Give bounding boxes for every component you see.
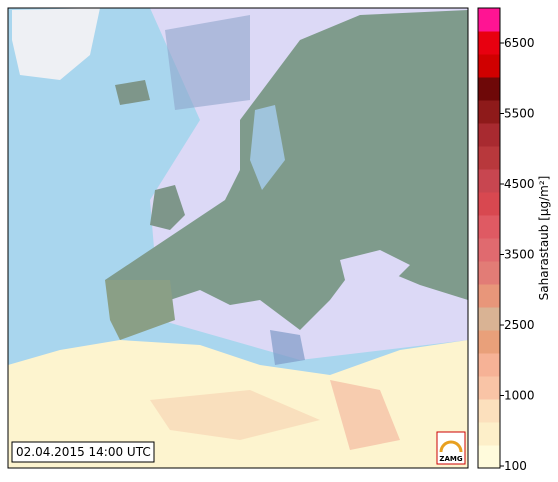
- dust-patch: [330, 380, 400, 450]
- colorbar-segment: [478, 77, 500, 101]
- colorbar: 100 1000 2500 3500 4500 5500 6500: [477, 7, 535, 473]
- colorbar-tick-label: 3500: [504, 248, 535, 262]
- colorbar-segment: [478, 261, 500, 285]
- logo-rainbow: [439, 440, 463, 453]
- iberia: [105, 280, 175, 340]
- haze-patch: [270, 330, 305, 365]
- colorbar-segment: [478, 353, 500, 377]
- colorbar-segment: [478, 284, 500, 308]
- colorbar-segment: [478, 307, 500, 331]
- dust-patch: [150, 390, 320, 440]
- colorbar-segment: [478, 422, 500, 446]
- colorbar-segment: [478, 169, 500, 193]
- colorbar-tick-label: 4500: [504, 177, 535, 191]
- timestamp-box: [11, 441, 155, 463]
- map-frame: [7, 7, 469, 469]
- baltic: [250, 105, 285, 190]
- colorbar-segment: [478, 54, 500, 78]
- colorbar-segment: [478, 445, 500, 469]
- colorbar-tick-label: 6500: [504, 36, 535, 50]
- colorbar-segment: [478, 146, 500, 170]
- colorbar-tick-label: 2500: [504, 318, 535, 332]
- colorbar-label: Saharastaub [µg/m²]: [537, 176, 551, 301]
- colorbar-segment: [478, 192, 500, 216]
- colorbar-segment: [478, 100, 500, 124]
- colorbar-frame: [477, 7, 501, 469]
- map: 02.04.2015 14:00 UTC ZAMG: [7, 7, 469, 469]
- colorbar-segment: [478, 238, 500, 262]
- logo-text: ZAMG: [439, 455, 462, 463]
- europe: [105, 10, 468, 330]
- colorbar-segment: [478, 399, 500, 423]
- logo-box: [436, 431, 466, 465]
- timestamp: 02.04.2015 14:00 UTC: [16, 445, 151, 459]
- colorbar-tick-label: 1000: [504, 389, 535, 403]
- colorbar-segment: [478, 31, 500, 55]
- colorbar-segment: [478, 8, 500, 32]
- britain: [150, 185, 185, 230]
- colorbar-segment: [478, 123, 500, 147]
- black-sea: [340, 250, 410, 285]
- colorbar-segment: [478, 215, 500, 239]
- iceland: [115, 80, 150, 105]
- colorbar-segment: [478, 376, 500, 400]
- colorbar-tick-label: 5500: [504, 107, 535, 121]
- colorbar-segment: [478, 330, 500, 354]
- haze-band: [165, 15, 250, 110]
- greenland: [12, 8, 100, 80]
- colorbar-tick-label: 100: [504, 459, 527, 473]
